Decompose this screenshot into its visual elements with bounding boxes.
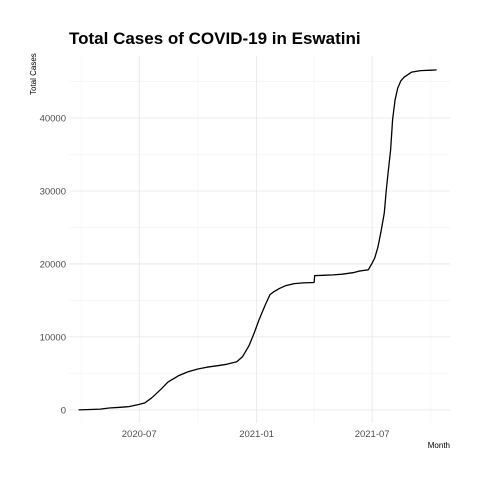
x-axis-title: Month xyxy=(428,441,450,450)
x-tick-label: 2021-07 xyxy=(355,429,390,440)
tick-labels: 0 10000 20000 30000 40000 2020-07 2021-01 2021-… xyxy=(40,114,390,440)
series-line xyxy=(78,69,437,411)
y-tick-label: 10000 xyxy=(40,332,66,343)
chart-title: Total Cases of COVID-19 in Eswatini xyxy=(69,29,361,48)
y-tick-label: 20000 xyxy=(40,259,66,270)
y-axis-title: Total Cases xyxy=(29,53,38,95)
grid-lines xyxy=(69,56,450,423)
x-tick-label: 2021-01 xyxy=(239,429,274,440)
y-tick-label: 0 xyxy=(61,405,66,416)
y-tick-label: 40000 xyxy=(40,114,66,125)
x-tick-label: 2020-07 xyxy=(122,429,157,440)
y-tick-label: 30000 xyxy=(40,186,66,197)
